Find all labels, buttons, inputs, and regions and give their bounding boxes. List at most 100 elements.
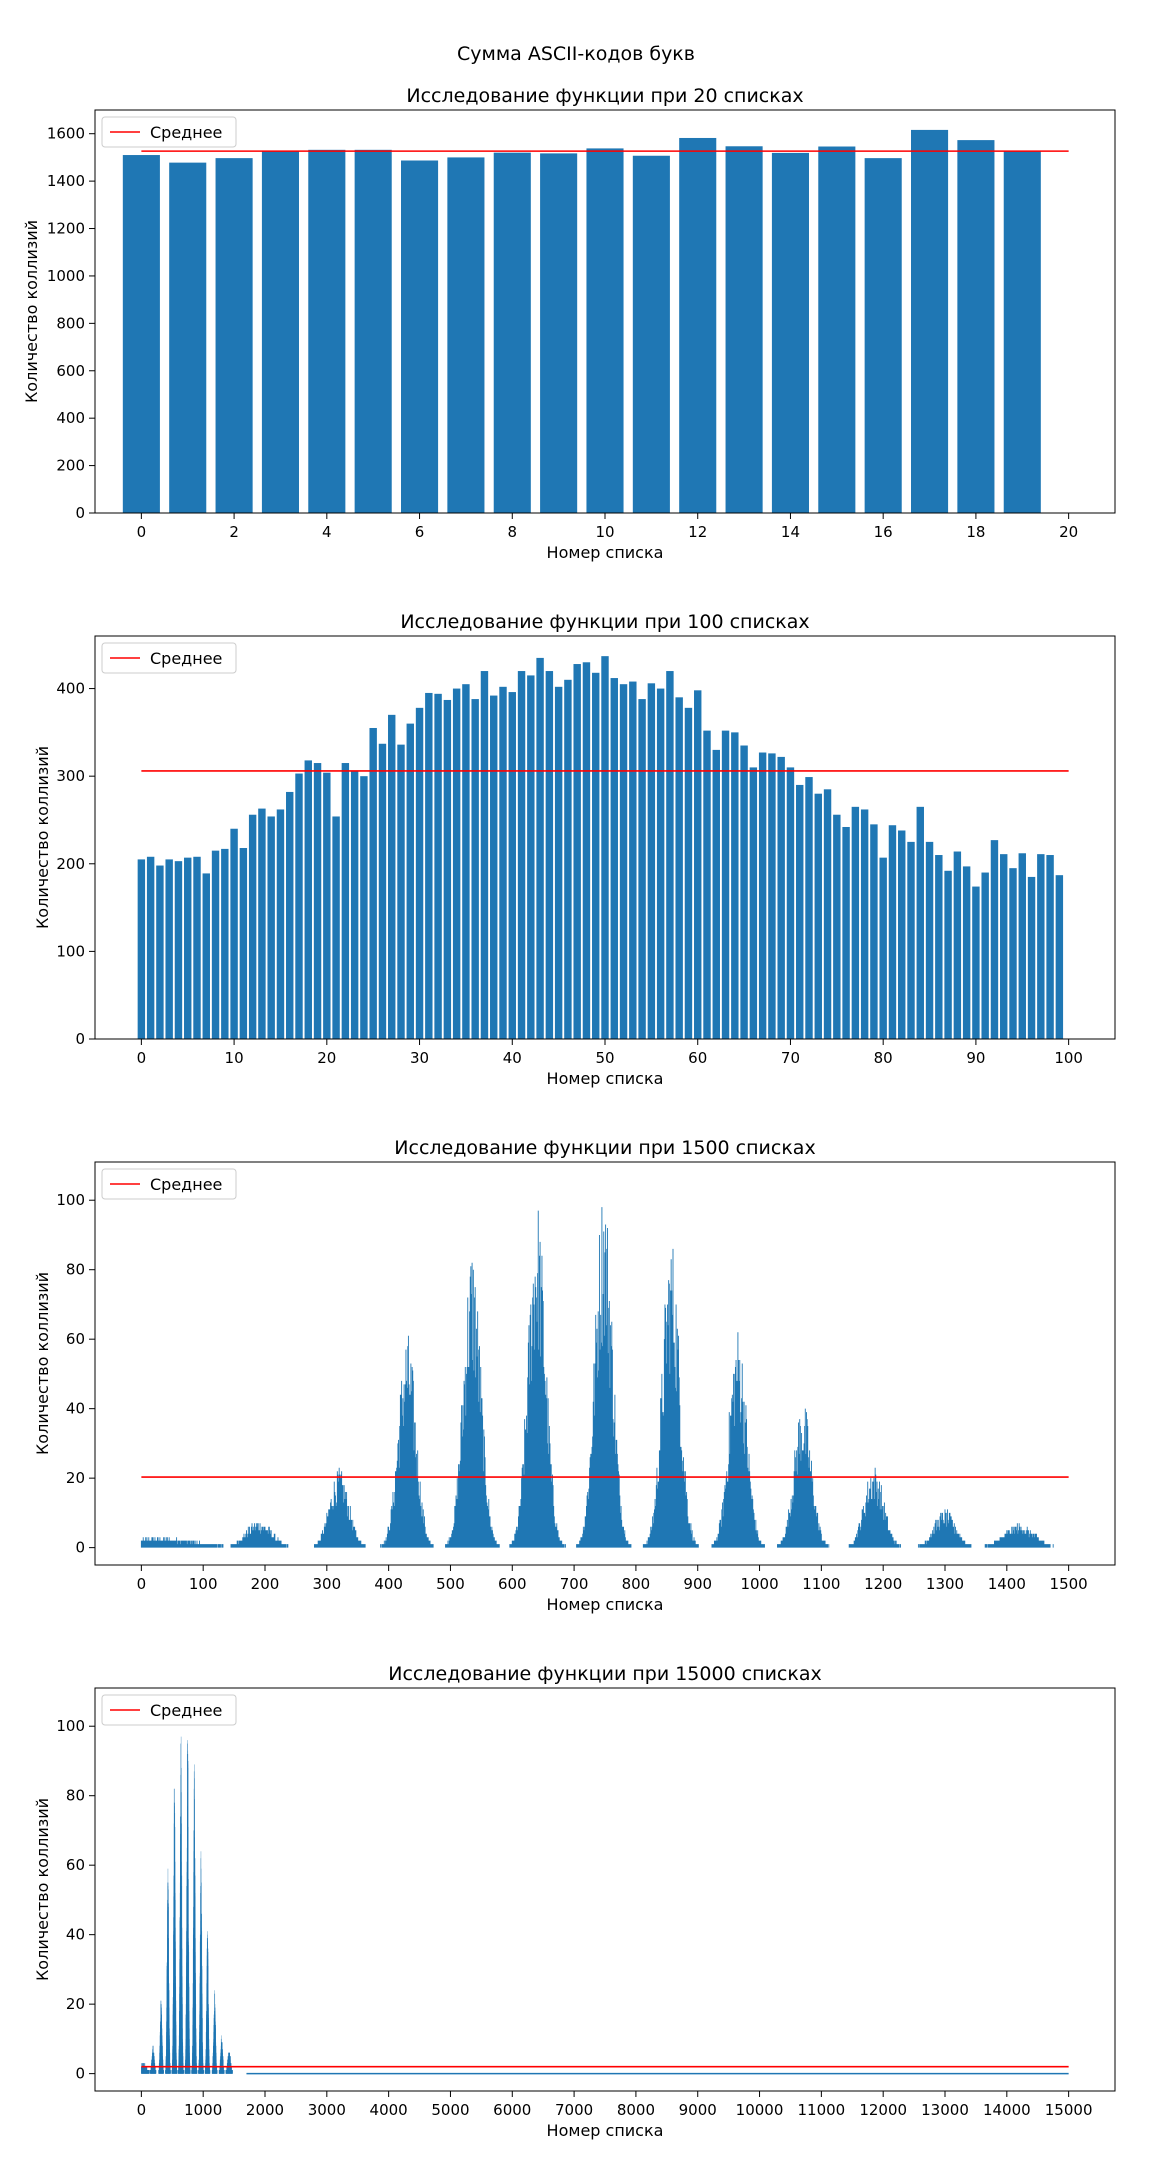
axes-frame <box>94 1687 1116 2092</box>
bar <box>656 688 665 1039</box>
bar <box>397 744 405 1039</box>
x-tick-label: 6 <box>415 523 425 541</box>
x-tick-label: 10000 <box>736 2101 784 2119</box>
bar <box>332 816 340 1039</box>
bar <box>527 675 535 1039</box>
x-tick-label: 80 <box>874 1049 893 1067</box>
bar <box>953 851 962 1039</box>
x-axis: 0 10 20 30 40 50 60 70 80 90 100 Номер списка <box>137 1039 1083 1088</box>
legend: Среднее <box>101 642 237 674</box>
bar <box>1046 855 1054 1039</box>
chart-title: Исследование функции при 15000 списках <box>388 1663 821 1685</box>
legend: Среднее <box>101 116 237 148</box>
x-tick-label: 14000 <box>983 2101 1031 2119</box>
bar <box>592 672 600 1039</box>
x-tick-label: 11000 <box>798 2101 846 2119</box>
bar <box>777 756 785 1039</box>
x-tick-label: 30 <box>410 1049 429 1067</box>
bar <box>758 752 767 1039</box>
bar <box>304 760 312 1039</box>
x-axis-label: Номер списка <box>547 1069 664 1088</box>
x-tick-label: 4000 <box>370 2101 408 2119</box>
bar <box>554 686 563 1039</box>
bar <box>215 158 253 514</box>
bar <box>267 816 275 1039</box>
bar <box>425 692 433 1039</box>
bar <box>350 770 359 1039</box>
x-axis: 0 100 200 300 400 500 600 700 800 900 1000 1100 1200… <box>137 1565 1088 1614</box>
bar <box>573 664 581 1039</box>
bar <box>323 772 331 1039</box>
bar <box>1018 853 1026 1039</box>
x-tick-label: 13000 <box>921 2101 969 2119</box>
x-tick-label: 1100 <box>802 1575 840 1593</box>
legend-label: Среднее <box>150 649 222 668</box>
x-tick-label: 1200 <box>864 1575 902 1593</box>
bar <box>632 155 670 513</box>
y-axis-label: Количество коллизий <box>33 1798 52 1981</box>
bar <box>768 753 776 1039</box>
bar <box>990 840 999 1039</box>
bar <box>962 866 971 1039</box>
bar <box>1027 876 1036 1039</box>
bar <box>586 148 624 513</box>
y-axis-label: Количество коллизий <box>22 220 41 403</box>
x-tick-label: 1500 <box>1050 1575 1088 1593</box>
bar <box>647 683 656 1039</box>
y-tick-label: 400 <box>56 409 85 427</box>
bar <box>907 841 915 1039</box>
bar <box>211 850 220 1039</box>
bar <box>823 789 832 1039</box>
y-tick-label: 80 <box>66 1261 85 1279</box>
x-tick-label: 300 <box>312 1575 341 1593</box>
bar <box>369 727 377 1039</box>
y-tick-label: 1000 <box>47 267 85 285</box>
x-tick-label: 4 <box>322 523 332 541</box>
bar <box>916 806 924 1039</box>
bar <box>925 841 934 1039</box>
x-tick-label: 12000 <box>859 2101 907 2119</box>
bar <box>679 137 717 513</box>
y-tick-label: 60 <box>66 1330 85 1348</box>
legend-label: Среднее <box>150 1701 222 1720</box>
bar <box>193 856 201 1039</box>
x-tick-label: 16 <box>874 523 893 541</box>
bar <box>156 865 164 1039</box>
y-tick-label: 0 <box>75 1539 85 1557</box>
y-tick-label: 600 <box>56 362 85 380</box>
chart-title: Исследование функции при 20 списках <box>406 85 803 107</box>
x-axis: 0 1000 2000 3000 4000 5000 6000 7000 8000 9000 100… <box>137 2091 1093 2140</box>
x-tick-label: 100 <box>189 1575 218 1593</box>
x-tick-label: 900 <box>683 1575 712 1593</box>
bar <box>462 684 470 1039</box>
legend-label: Среднее <box>150 1175 222 1194</box>
x-tick-label: 40 <box>503 1049 522 1067</box>
bar <box>313 763 322 1039</box>
x-tick-label: 10 <box>595 523 614 541</box>
bar <box>731 732 739 1039</box>
bar <box>818 146 856 513</box>
x-tick-label: 0 <box>137 1575 147 1593</box>
bar <box>601 656 609 1039</box>
bar <box>796 784 804 1039</box>
bar <box>1055 875 1064 1039</box>
chart-2: Исследование функции при 100 списках 0 10 2… <box>33 611 1116 1088</box>
x-axis-label: Номер списка <box>547 2121 664 2140</box>
x-tick-label: 0 <box>137 2101 147 2119</box>
y-tick-label: 400 <box>56 680 85 698</box>
x-tick-label: 1000 <box>184 2101 222 2119</box>
x-tick-label: 5000 <box>431 2101 469 2119</box>
bar <box>508 692 516 1039</box>
bar-series <box>137 656 1064 1039</box>
bar <box>860 809 869 1039</box>
bar <box>202 873 210 1039</box>
x-tick-label: 50 <box>595 1049 614 1067</box>
bar <box>842 826 850 1039</box>
bar <box>122 155 160 513</box>
x-tick-label: 500 <box>436 1575 465 1593</box>
x-tick-label: 14 <box>781 523 800 541</box>
chart-title: Исследование функции при 1500 списках <box>394 1137 815 1159</box>
y-tick-label: 1600 <box>47 125 85 143</box>
chart-1: Исследование функции при 20 списках 0 2 4 6 8… <box>22 85 1116 562</box>
x-tick-label: 15000 <box>1045 2101 1093 2119</box>
